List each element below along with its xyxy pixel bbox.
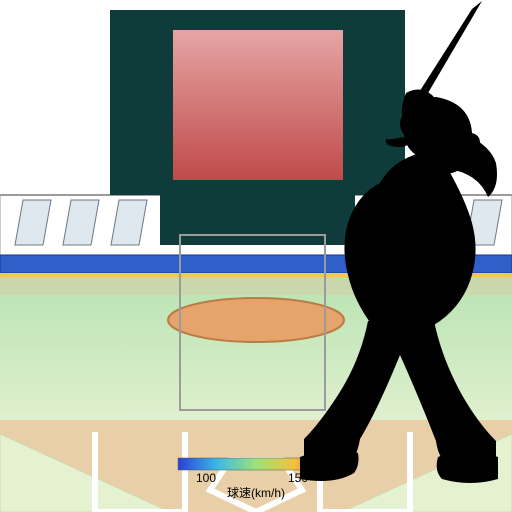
colorbar-tick-label: 100 — [196, 471, 216, 485]
colorbar-label: 球速(km/h) — [227, 486, 285, 500]
pitch-location-diagram: 100150 球速(km/h) — [0, 0, 512, 512]
pitchers-mound — [168, 298, 344, 342]
scoreboard-screen — [173, 30, 343, 180]
